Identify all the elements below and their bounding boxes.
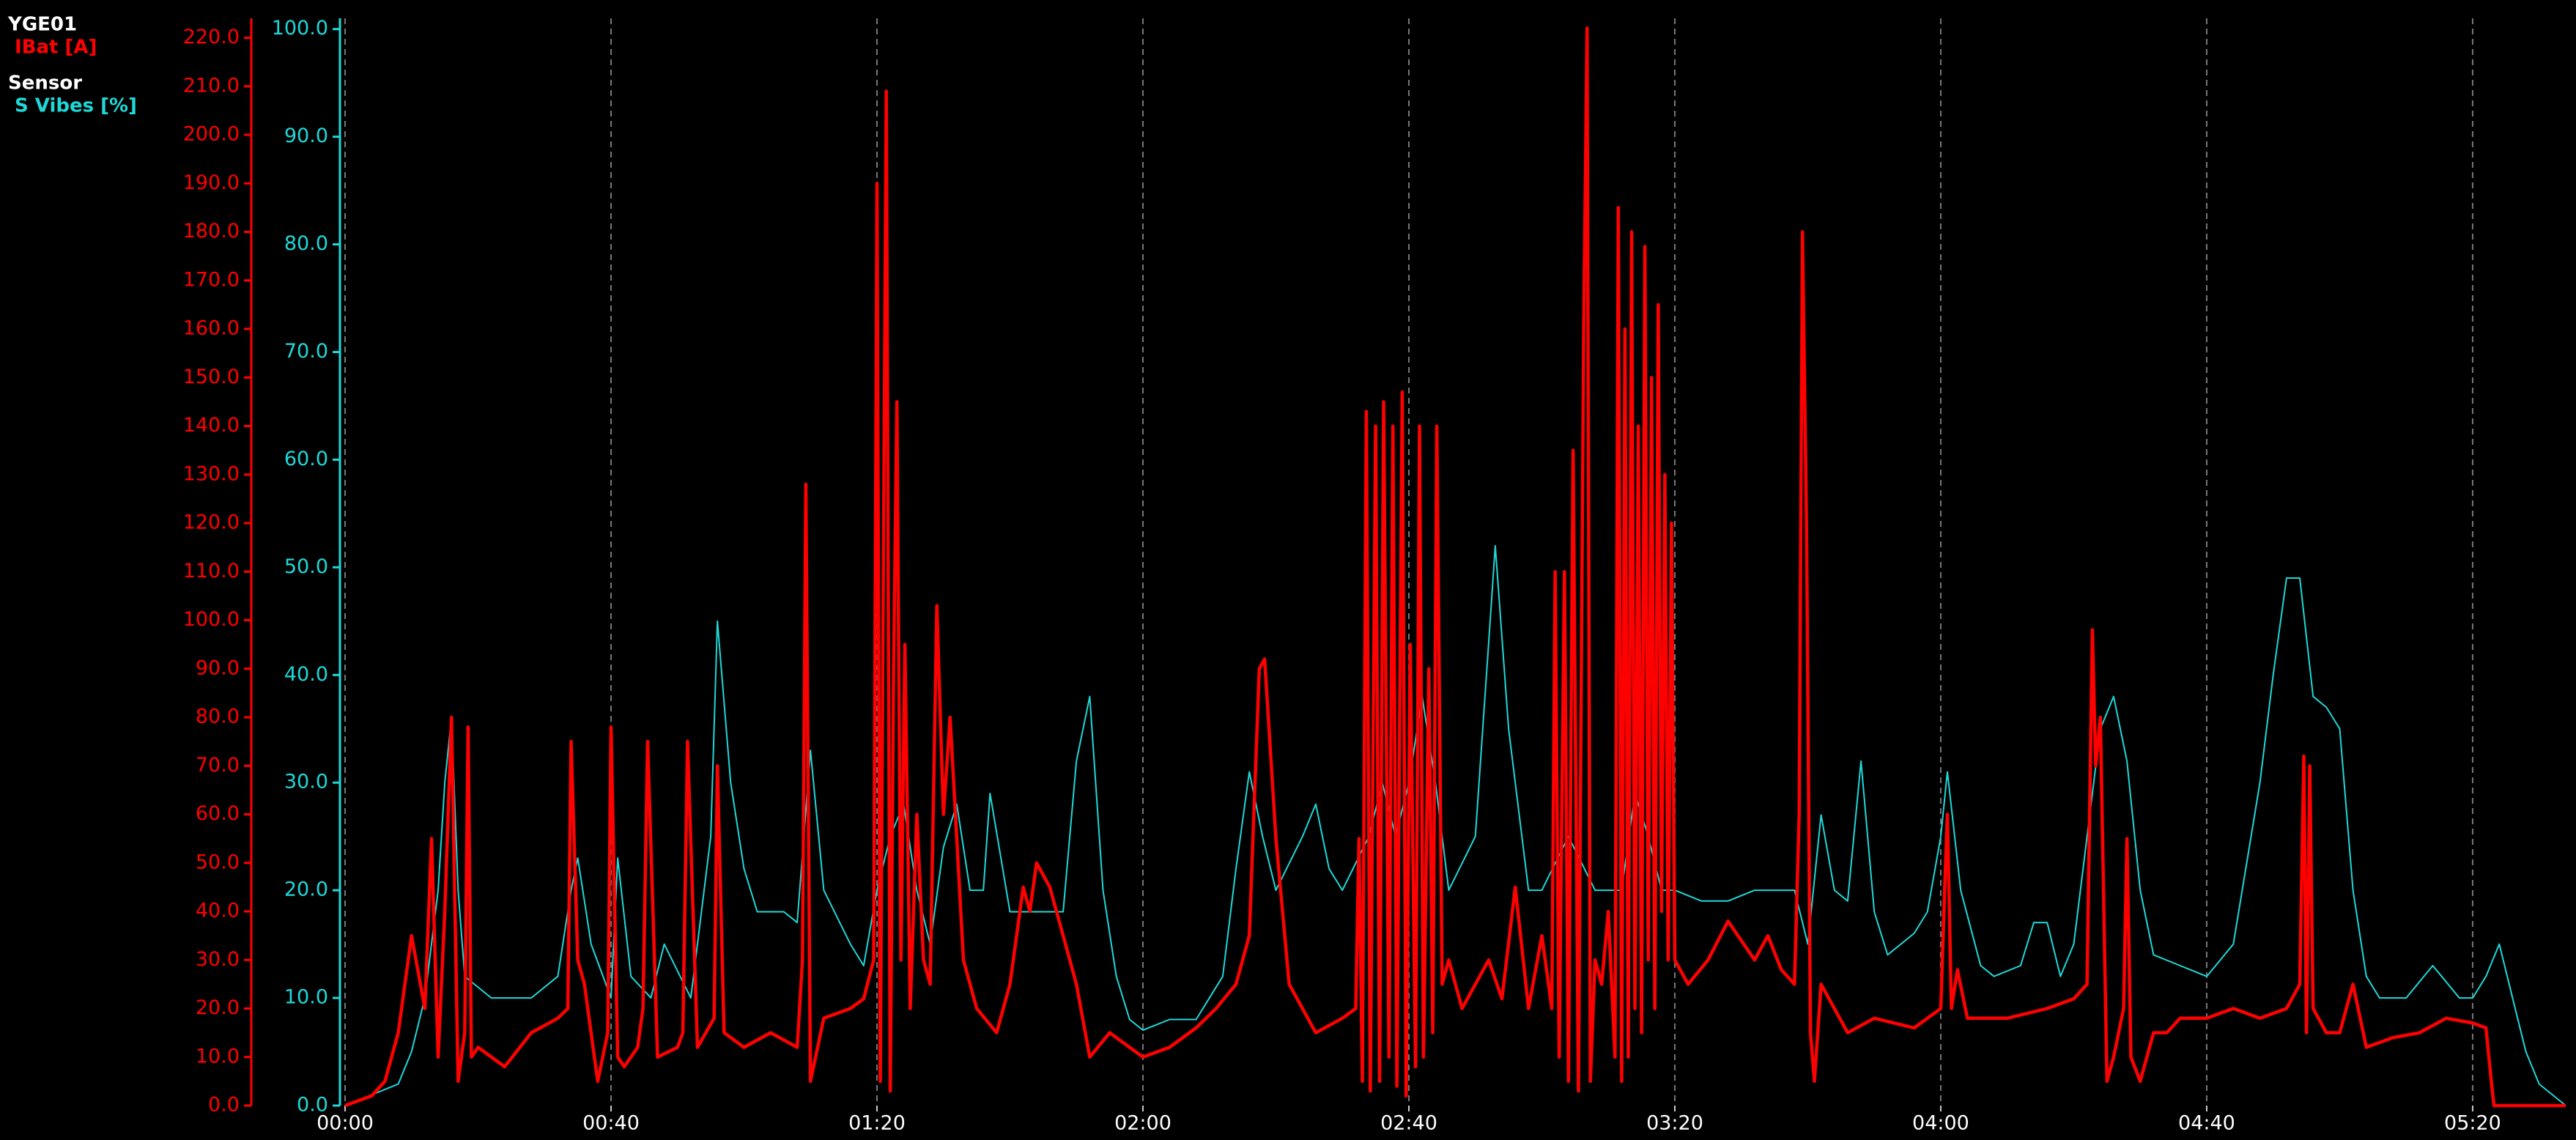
legend-entry: S Vibes [%] bbox=[15, 95, 137, 117]
x-tick-label: 05:20 bbox=[2444, 1112, 2501, 1135]
y-tick-label: 50.0 bbox=[196, 851, 240, 873]
y2-tick-label: 0.0 bbox=[297, 1094, 328, 1117]
x-tick-label: 02:00 bbox=[1114, 1112, 1172, 1135]
y-tick-label: 190.0 bbox=[183, 171, 240, 194]
x-tick-label: 02:40 bbox=[1380, 1112, 1437, 1135]
y-tick-label: 200.0 bbox=[183, 123, 240, 146]
y-tick-label: 0.0 bbox=[208, 1094, 240, 1117]
y-tick-label: 60.0 bbox=[196, 802, 240, 825]
y-tick-label: 150.0 bbox=[183, 366, 240, 388]
y2-tick-label: 80.0 bbox=[284, 232, 328, 255]
legend-entry: IBat [A] bbox=[15, 37, 97, 59]
y-tick-label: 120.0 bbox=[183, 511, 240, 534]
y-tick-label: 210.0 bbox=[183, 74, 240, 97]
legend-group: YGE01 bbox=[7, 14, 77, 36]
y2-tick-label: 40.0 bbox=[284, 663, 328, 686]
y2-tick-label: 50.0 bbox=[284, 555, 328, 578]
y2-tick-label: 20.0 bbox=[284, 878, 328, 901]
y-tick-label: 180.0 bbox=[183, 220, 240, 243]
y-tick-label: 40.0 bbox=[196, 900, 240, 922]
y-tick-label: 10.0 bbox=[196, 1045, 240, 1067]
y-tick-label: 100.0 bbox=[183, 608, 240, 631]
x-tick-label: 04:00 bbox=[1912, 1112, 1969, 1135]
x-tick-label: 04:40 bbox=[2178, 1112, 2235, 1135]
y-tick-label: 90.0 bbox=[196, 656, 240, 679]
y-tick-label: 140.0 bbox=[183, 414, 240, 437]
y-tick-label: 110.0 bbox=[183, 560, 240, 582]
y2-tick-label: 90.0 bbox=[284, 125, 328, 147]
y-tick-label: 170.0 bbox=[183, 268, 240, 291]
x-tick-label: 01:20 bbox=[848, 1112, 906, 1135]
y-tick-label: 20.0 bbox=[196, 996, 240, 1019]
y2-tick-label: 70.0 bbox=[284, 340, 328, 363]
x-tick-label: 00:00 bbox=[317, 1112, 374, 1135]
y2-tick-label: 100.0 bbox=[272, 17, 328, 40]
y-tick-label: 80.0 bbox=[196, 706, 240, 728]
x-tick-label: 03:20 bbox=[1646, 1112, 1703, 1135]
x-tick-label: 00:40 bbox=[582, 1112, 640, 1135]
y2-tick-label: 30.0 bbox=[284, 771, 328, 793]
y-tick-label: 130.0 bbox=[183, 462, 240, 485]
legend-group: Sensor bbox=[8, 73, 82, 95]
y2-tick-label: 10.0 bbox=[284, 986, 328, 1009]
y-tick-label: 220.0 bbox=[183, 26, 240, 48]
y-tick-label: 160.0 bbox=[183, 317, 240, 340]
data-line bbox=[344, 26, 2566, 1108]
y-tick-label: 30.0 bbox=[196, 948, 240, 971]
y-tick-label: 70.0 bbox=[196, 754, 240, 777]
y2-tick-label: 60.0 bbox=[284, 448, 328, 470]
